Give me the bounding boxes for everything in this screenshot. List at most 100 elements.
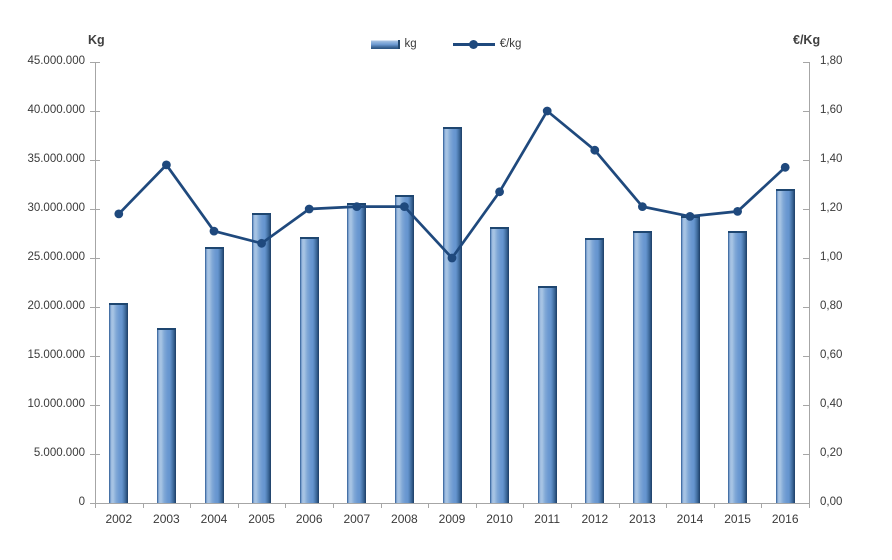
bar-kg xyxy=(394,195,414,503)
left-axis-tick xyxy=(90,62,100,63)
category-label: 2009 xyxy=(438,512,466,526)
right-axis-tick-label: 0,00 xyxy=(820,496,843,508)
category-axis-tick xyxy=(475,503,477,508)
bar-kg xyxy=(775,189,795,503)
category-label: 2008 xyxy=(391,512,418,526)
bar-kg xyxy=(252,213,272,503)
right-axis-tick-label: 1,40 xyxy=(820,153,843,165)
left-axis-tick-label: 30.000.000 xyxy=(27,202,85,214)
category-axis-tick xyxy=(523,503,525,508)
bar-kg xyxy=(728,231,748,503)
left-axis-tick-label: 25.000.000 xyxy=(27,251,85,263)
category-axis-tick xyxy=(95,503,96,508)
bar-kg xyxy=(537,286,557,503)
category-label: 2014 xyxy=(676,512,704,526)
category-axis-tick xyxy=(428,503,430,508)
category-label: 2011 xyxy=(534,512,561,526)
bar-kg xyxy=(109,303,129,503)
right-axis-tick xyxy=(803,160,809,161)
right-axis-tick-label: 0,60 xyxy=(820,349,843,361)
bar-kg xyxy=(490,227,510,503)
line-marker xyxy=(162,160,171,170)
legend-item-kg[interactable]: kg xyxy=(370,38,417,50)
category-axis-tick xyxy=(333,503,334,508)
bar-kg xyxy=(585,238,605,503)
category-axis-tick xyxy=(380,503,382,508)
right-axis-tick xyxy=(803,209,809,210)
left-axis-tick xyxy=(90,209,100,210)
left-axis-tick-label: 40.000.000 xyxy=(27,104,85,116)
category-axis-tick xyxy=(809,503,810,508)
category-axis-tick xyxy=(666,503,668,508)
category-axis-tick xyxy=(761,503,763,508)
bar-kg xyxy=(680,216,700,503)
left-axis-tick xyxy=(90,356,100,357)
left-axis-tick-label: 10.000.000 xyxy=(27,398,85,410)
left-axis-tick-label: 15.000.000 xyxy=(27,349,85,361)
line-marker xyxy=(590,145,600,155)
category-axis-tick xyxy=(190,503,192,508)
category-axis-tick xyxy=(571,503,572,508)
category-label: 2002 xyxy=(105,512,133,526)
right-axis-tick xyxy=(803,258,809,259)
category-axis-tick xyxy=(713,503,715,508)
category-label: 2012 xyxy=(581,512,609,526)
line-marker xyxy=(209,226,219,236)
right-value-axis xyxy=(809,62,810,503)
left-axis-tick-label: 0 xyxy=(78,496,85,508)
right-axis-tick-label: 1,80 xyxy=(820,55,843,67)
line-marker xyxy=(304,204,314,214)
left-axis-tick-label: 35.000.000 xyxy=(27,153,85,165)
right-axis-tick xyxy=(803,454,809,455)
left-axis-tick-label: 45.000.000 xyxy=(27,55,85,67)
line-marker xyxy=(780,162,790,172)
bar-kg xyxy=(299,237,319,503)
category-axis-tick xyxy=(285,503,287,508)
left-axis-tick xyxy=(90,454,100,455)
right-axis-tick-label: 0,40 xyxy=(820,398,843,410)
category-axis-tick xyxy=(237,503,239,508)
left-axis-tick xyxy=(90,258,100,259)
right-axis-tick xyxy=(803,503,809,504)
line-marker xyxy=(495,187,504,197)
right-axis-title: €/Kg xyxy=(793,33,821,47)
left-axis-title: Kg xyxy=(88,33,105,47)
right-axis-tick xyxy=(803,405,809,406)
legend-item-eur-per-kg[interactable]: €/kg xyxy=(452,38,521,50)
legend: kg €/kg xyxy=(0,38,892,50)
category-label: 2005 xyxy=(248,512,275,526)
line-marker xyxy=(114,209,124,219)
left-axis-tick xyxy=(90,160,100,161)
bar-kg xyxy=(442,127,462,503)
category-label: 2006 xyxy=(295,512,323,526)
bar-kg xyxy=(632,231,652,503)
right-axis-tick xyxy=(803,307,809,308)
left-value-axis xyxy=(95,62,96,503)
bar-series-swatch-icon xyxy=(370,39,400,49)
line-series-swatch-icon xyxy=(452,39,495,49)
category-label: 2013 xyxy=(629,512,656,526)
left-axis-tick xyxy=(90,307,100,308)
left-axis-tick-label: 5.000.000 xyxy=(33,447,85,459)
category-label: 2004 xyxy=(200,512,228,526)
line-marker xyxy=(638,202,647,212)
right-axis-tick-label: 1,60 xyxy=(820,104,843,116)
category-label: 2010 xyxy=(486,512,513,526)
category-axis-tick xyxy=(142,503,144,508)
right-axis-tick-label: 1,20 xyxy=(820,202,843,214)
right-axis-tick xyxy=(803,62,809,63)
left-axis-tick xyxy=(90,405,100,406)
category-axis xyxy=(95,503,810,504)
category-label: 2003 xyxy=(153,512,180,526)
line-marker xyxy=(542,106,552,116)
right-axis-tick-label: 1,00 xyxy=(820,251,843,263)
right-axis-tick-label: 0,80 xyxy=(820,300,843,312)
left-axis-tick xyxy=(90,111,100,112)
right-axis-tick xyxy=(803,111,809,112)
legend-line-marker-icon xyxy=(469,39,479,49)
category-label: 2007 xyxy=(343,512,371,526)
bar-kg xyxy=(204,247,224,503)
right-axis-tick-label: 0,20 xyxy=(820,447,843,459)
category-label: 2016 xyxy=(771,512,799,526)
